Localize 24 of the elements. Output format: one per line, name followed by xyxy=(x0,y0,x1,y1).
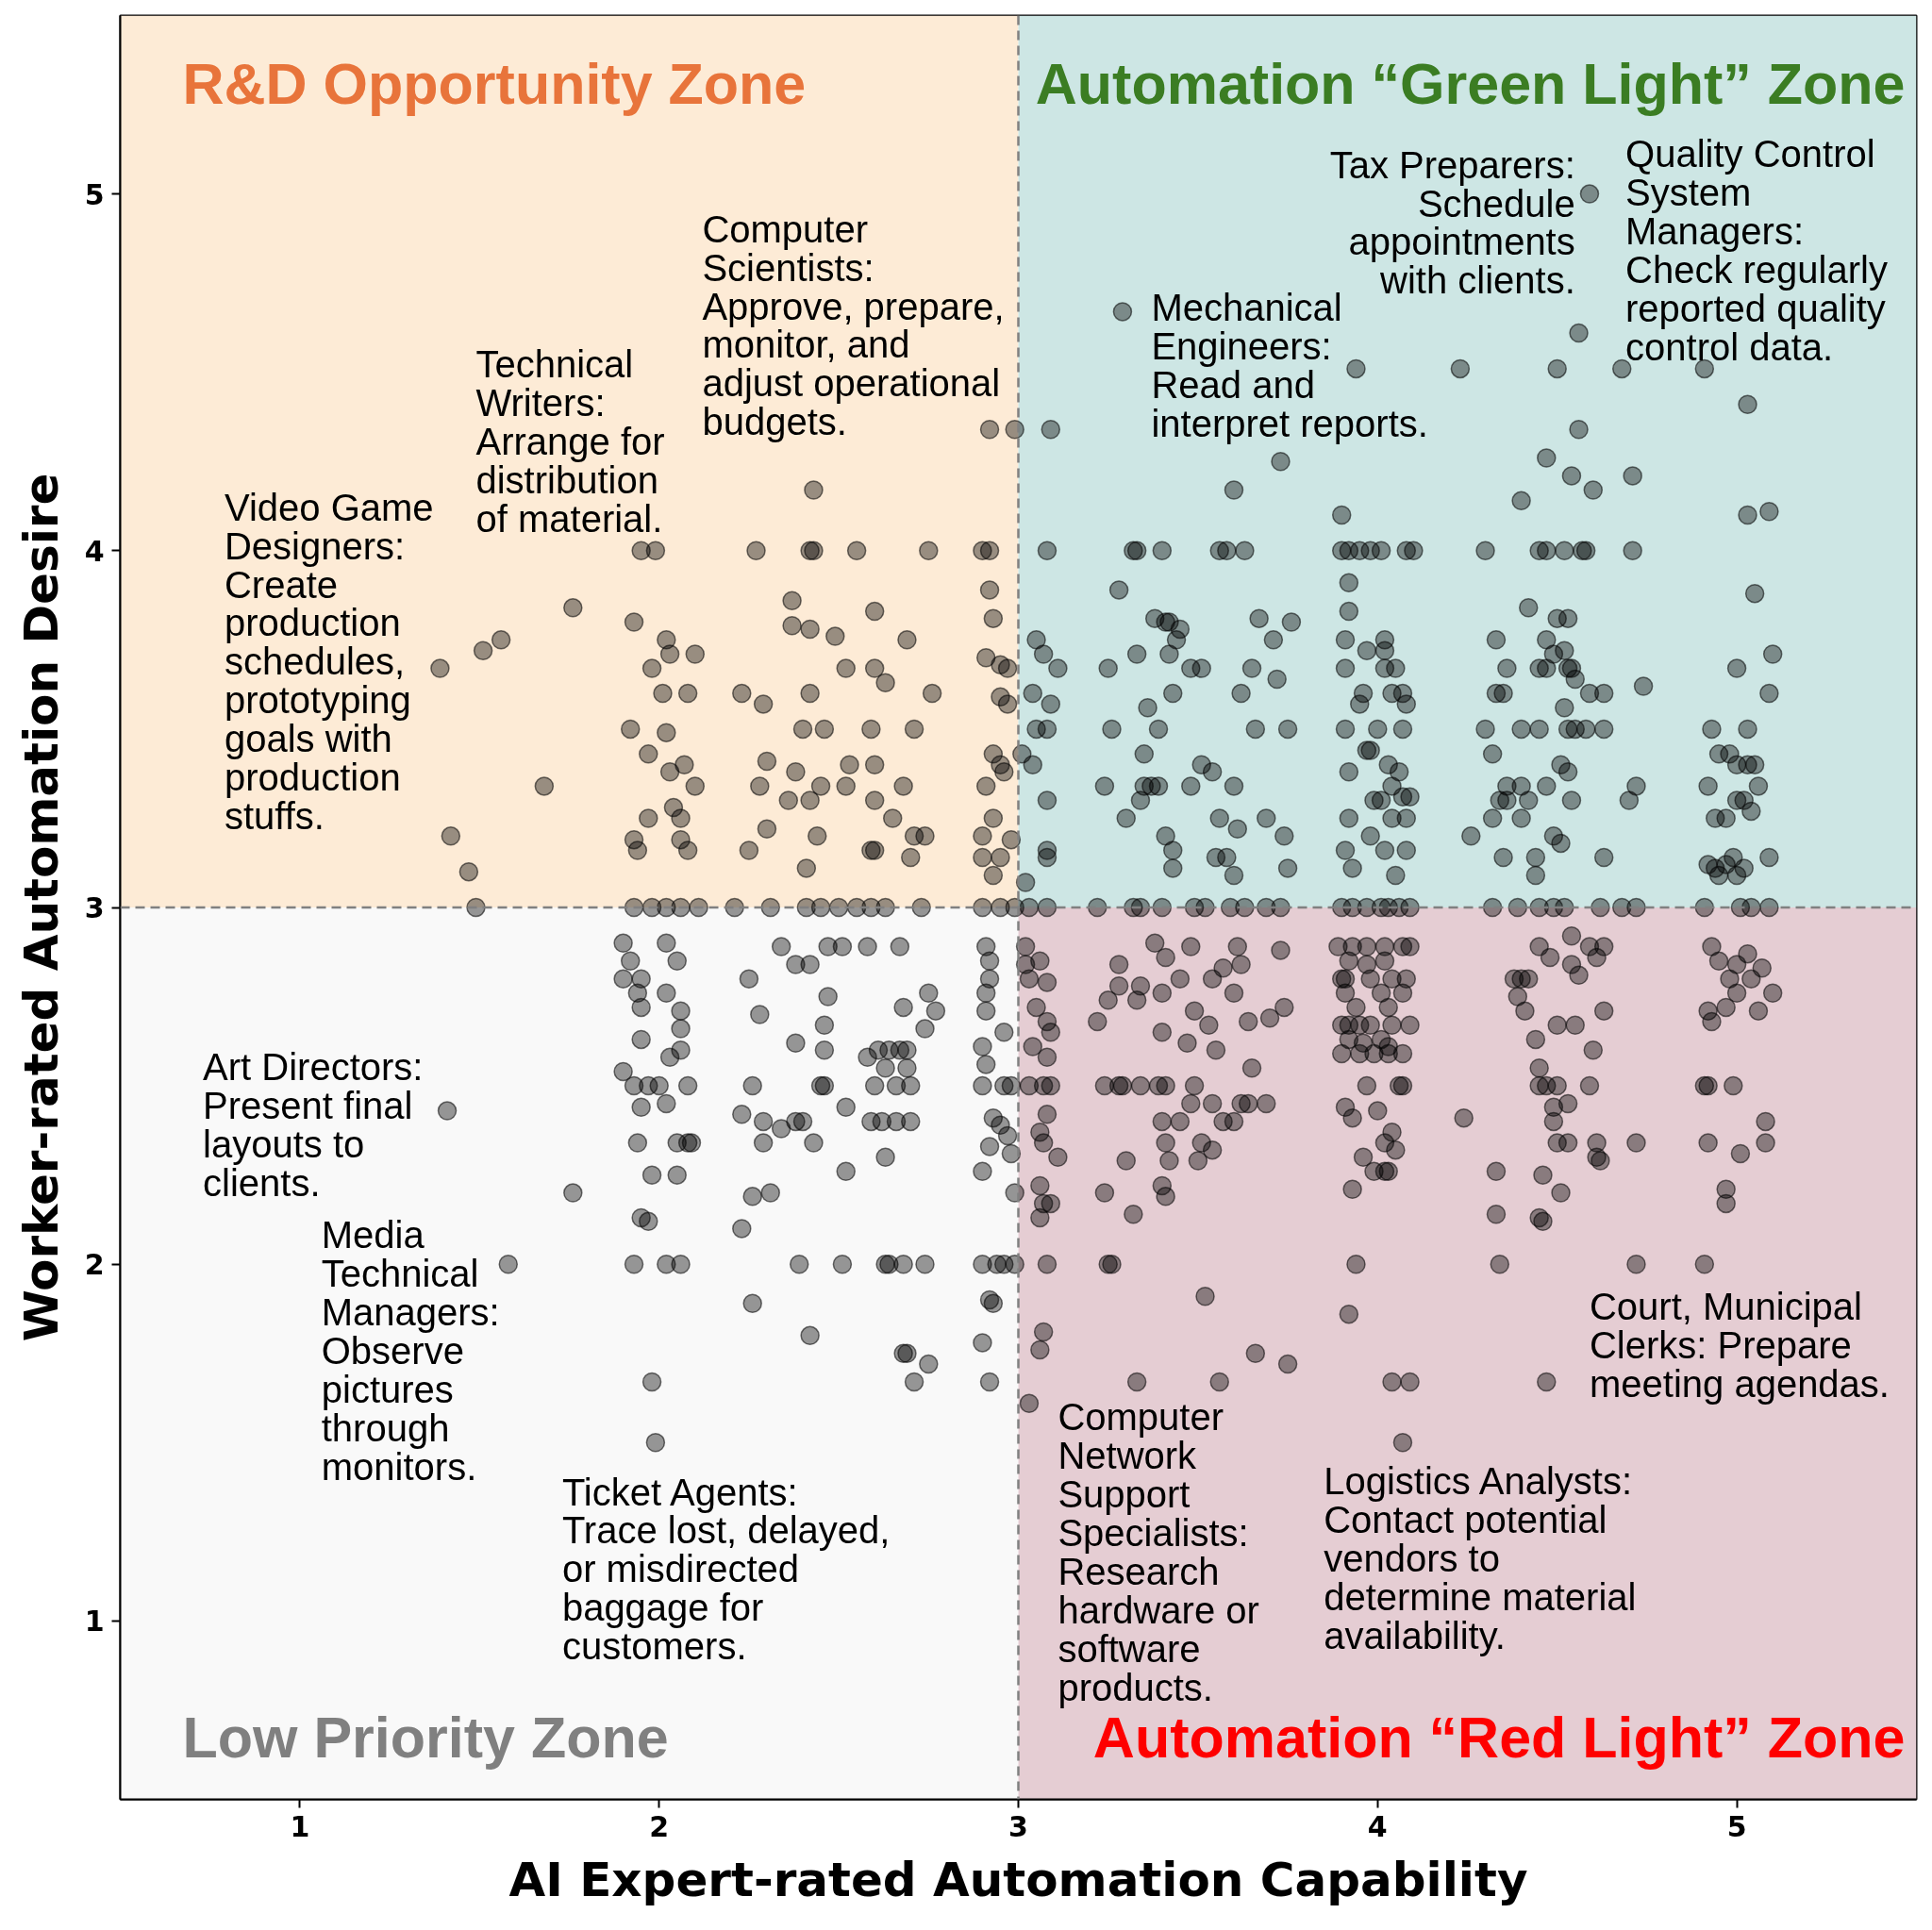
y-tick-label: 4 xyxy=(84,534,105,568)
band-label: R&D Opportunity Zone xyxy=(182,51,807,116)
band-label: Automation “Green Light” Zone xyxy=(1035,51,1906,116)
y-tick-label: 1 xyxy=(84,1605,105,1639)
x-tick-label: 1 xyxy=(290,1809,310,1843)
x-tick-label: 3 xyxy=(1008,1809,1028,1843)
y-axis-title: Worker-rated Automation Desire xyxy=(13,473,69,1342)
annotation: Quality Control System Managers: Check regularly reported quality control data. xyxy=(1625,133,1888,368)
annotation: Art Directors: Present final layouts to clients. xyxy=(203,1046,424,1205)
annotation: Court, Municipal Clerks: Prepare meeting agendas. xyxy=(1589,1285,1890,1405)
x-tick-label: 4 xyxy=(1367,1809,1388,1843)
annotation: Ticket Agents: Trace lost, delayed, or misdirected baggage for customers. xyxy=(561,1471,891,1668)
x-tick-label: 2 xyxy=(649,1809,670,1843)
annotation: Technical Writers: Arrange for distribution of material. xyxy=(475,343,665,541)
y-tick-label: 5 xyxy=(84,177,105,211)
x-tick-label: 5 xyxy=(1726,1809,1747,1843)
y-tick-label: 2 xyxy=(84,1248,105,1282)
x-axis-title: AI Expert-rated Automation Capability xyxy=(508,1852,1528,1907)
annotation: Media Technical Managers: Observe pictures through monitors. xyxy=(321,1214,500,1488)
y-tick-label: 3 xyxy=(84,891,105,924)
annotation: Computer Scientists: Approve, prepare, monitor, and adjust operational budgets. xyxy=(702,208,1005,443)
text: Video Game Designers: Create production schedules, prototyping goals with production stuffs. xyxy=(224,486,434,838)
band-label: Low Priority Zone xyxy=(182,1705,669,1770)
annotation: Logistics Analysts: Contact potential vendors to determine material availability. xyxy=(1324,1460,1637,1656)
